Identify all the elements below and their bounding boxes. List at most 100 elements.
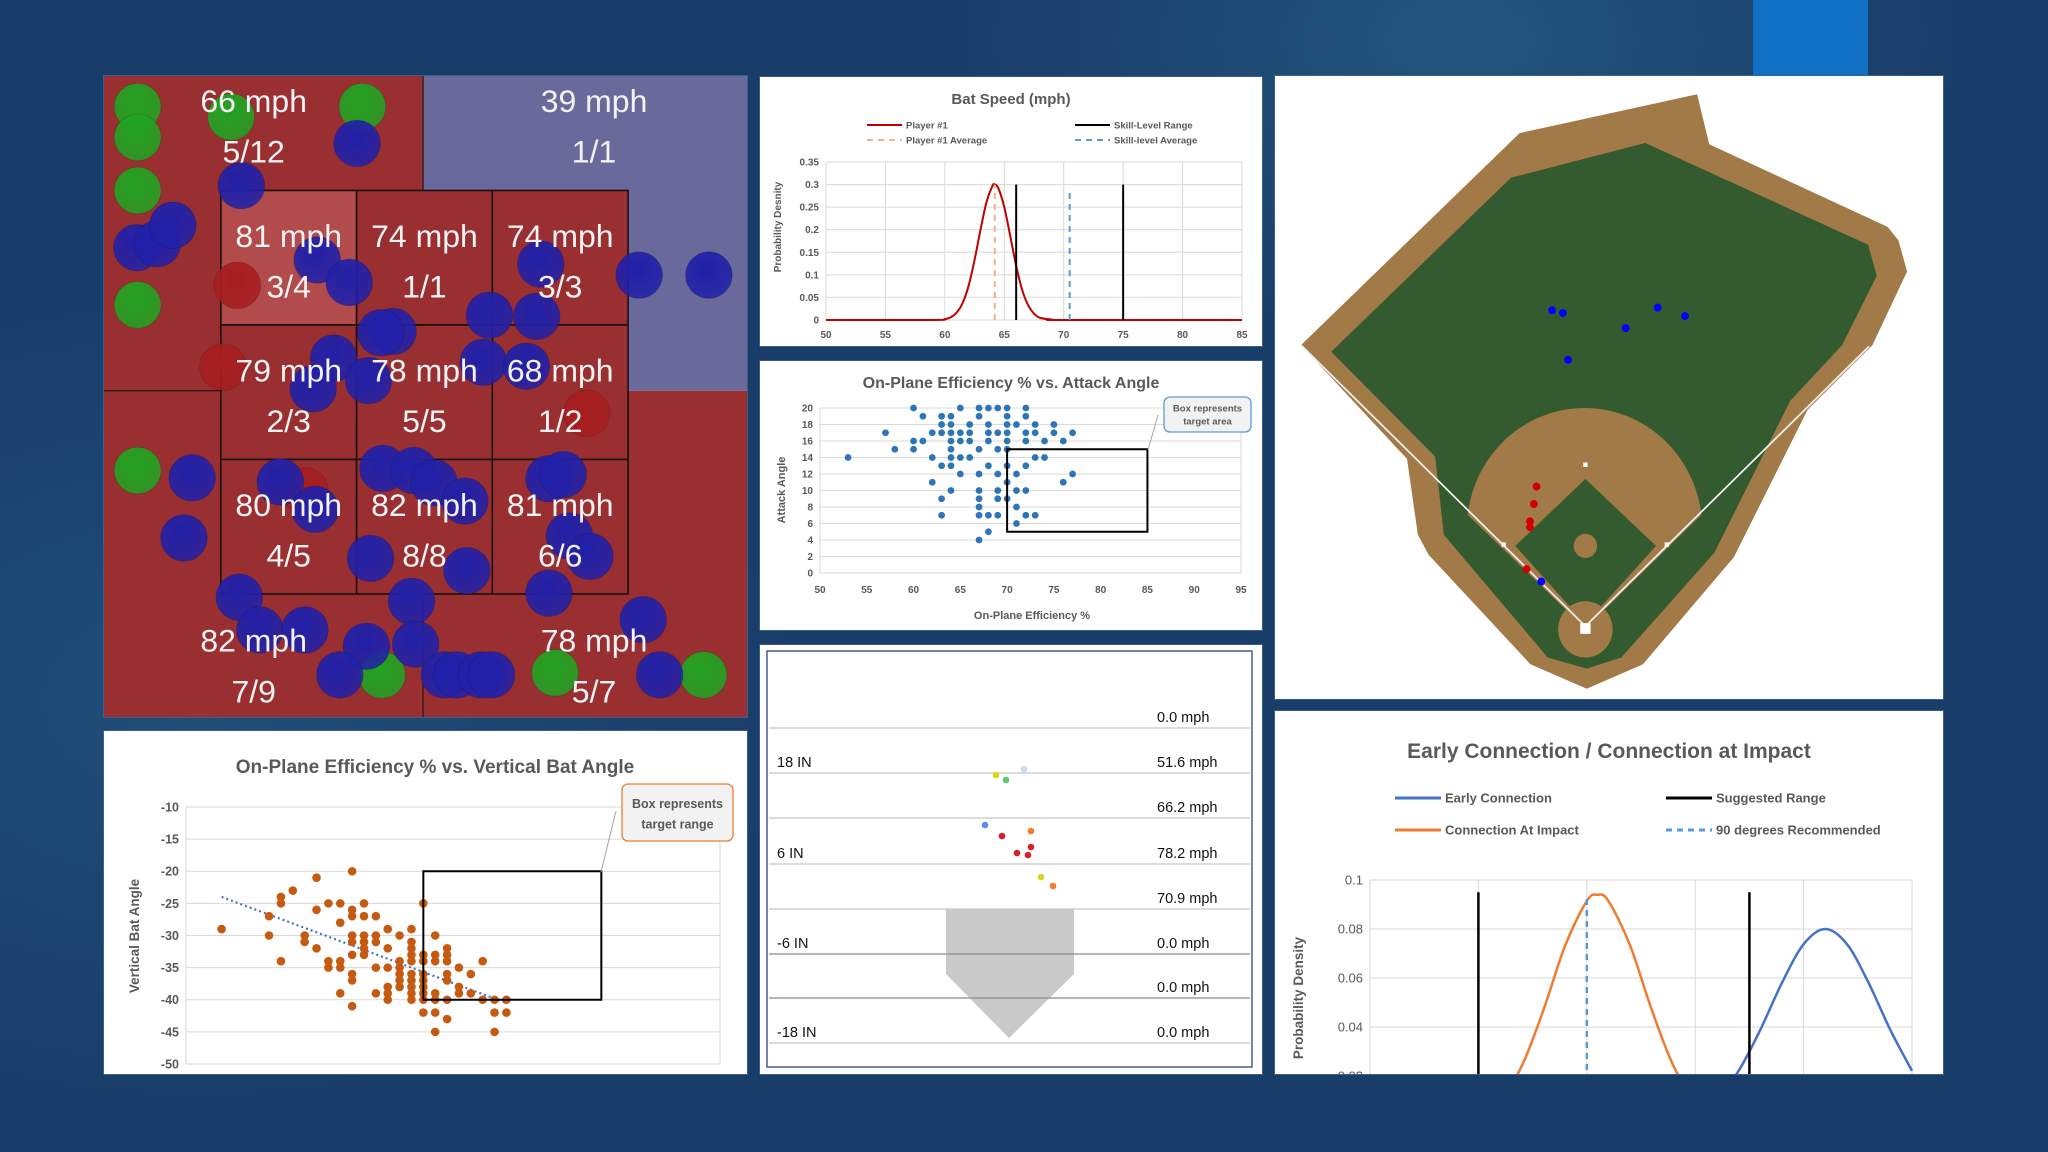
data-point <box>975 503 983 511</box>
cell-ratio-label: 4/5 <box>267 538 311 574</box>
data-point <box>430 989 440 998</box>
cell-ratio-label: 1/1 <box>402 269 446 305</box>
callout-box <box>1163 396 1252 433</box>
chart-title: Early Connection / Connection at Impact <box>1407 740 1811 763</box>
data-point <box>264 931 274 940</box>
data-point <box>994 495 1002 503</box>
zone-speed-label: 66 mph <box>200 83 307 119</box>
bat-path-point <box>1024 851 1032 859</box>
batted-ball-out <box>1537 577 1546 586</box>
data-point <box>407 944 416 953</box>
cell-speed-label: 79 mph <box>235 352 342 388</box>
data-point <box>407 982 416 992</box>
y-tick-label: -10 <box>161 800 179 814</box>
data-point <box>938 462 946 470</box>
data-point <box>1013 470 1020 478</box>
data-point <box>919 437 927 445</box>
data-point <box>956 454 964 461</box>
data-point <box>442 976 452 985</box>
bat-path-point <box>1049 882 1057 890</box>
y-tick-label: 0 <box>807 569 813 580</box>
data-point <box>975 495 983 503</box>
pitch-ball-blue <box>391 620 440 668</box>
pitch-ball-blue <box>619 595 668 644</box>
data-point <box>1031 511 1039 519</box>
speed-label: 78.2 mph <box>1157 846 1217 862</box>
zone-ratio-label: 5/12 <box>223 134 285 170</box>
bat-path-point <box>1002 776 1010 784</box>
outfield-grass <box>1331 142 1877 669</box>
callout-text: target range <box>641 817 713 831</box>
data-point <box>1031 421 1039 428</box>
cell-speed-label: 68 mph <box>507 352 614 388</box>
data-point <box>454 963 464 972</box>
y-tick-label: -45 <box>161 1025 179 1039</box>
legend-label: 90 degrees Recommended <box>1716 823 1881 838</box>
speed-label: 66.2 mph <box>1157 800 1217 816</box>
pitch-ball-red <box>213 261 262 310</box>
pitch-ball-red <box>199 343 247 391</box>
data-point <box>919 412 927 420</box>
data-point <box>1003 421 1011 428</box>
x-tick-label: 70 <box>1058 330 1070 341</box>
y-tick-label: 0.35 <box>800 158 820 169</box>
data-point <box>975 470 983 478</box>
data-point <box>442 950 452 960</box>
pitch-ball-blue <box>256 458 305 506</box>
data-point <box>383 995 393 1005</box>
pitch-ball-blue <box>467 651 516 699</box>
pitch-ball-blue <box>615 251 663 299</box>
data-point <box>407 995 416 1005</box>
batted-ball-out <box>1681 312 1689 321</box>
data-point <box>928 429 936 437</box>
y-tick-label: -50 <box>161 1057 179 1071</box>
accent-block <box>1753 0 1868 76</box>
data-point <box>985 429 992 437</box>
pitch-ball-blue <box>333 119 381 168</box>
bat-path-point <box>1020 765 1028 773</box>
x-tick-label: 55 <box>880 330 892 341</box>
data-point <box>928 454 936 461</box>
data-point <box>947 445 955 453</box>
data-point <box>359 911 369 921</box>
foul-line-right <box>1584 345 1870 627</box>
data-point <box>347 969 357 979</box>
x-tick-label: 60 <box>908 585 920 596</box>
data-point <box>985 437 992 445</box>
data-point <box>395 982 404 992</box>
data-point <box>985 511 992 519</box>
x-axis-label: On-Plane Efficiency % <box>974 610 1090 622</box>
batted-ball-out <box>1653 303 1662 312</box>
batted-ball-hit <box>1526 517 1534 526</box>
data-point <box>383 963 393 972</box>
data-point <box>985 462 992 470</box>
data-point <box>1013 421 1020 428</box>
data-point <box>407 989 416 998</box>
data-point <box>478 956 487 966</box>
data-point <box>442 1014 452 1024</box>
data-point <box>347 937 357 947</box>
data-point <box>466 989 476 998</box>
legend-label: Skill-level Average <box>1114 135 1197 146</box>
data-point <box>430 950 440 960</box>
y-axis-label: Probability Desnity <box>773 181 784 272</box>
data-point <box>312 905 321 915</box>
data-point <box>947 487 955 494</box>
data-point <box>312 944 321 953</box>
home-plate <box>1580 623 1591 634</box>
strike-zone-heatmap: 66 mph 5/12 39 mph 1/1 82 mph 7/9 78 mph 5/7 81 … <box>104 76 747 717</box>
pitch-ball-green <box>113 446 162 495</box>
legend-label: Connection At Impact <box>1445 823 1580 838</box>
data-point <box>383 982 393 992</box>
bat-path-point <box>1013 849 1021 857</box>
x-tick-label: 65 <box>955 585 967 596</box>
data-point <box>966 454 974 461</box>
data-point <box>994 487 1002 494</box>
x-tick-label: 85 <box>1236 330 1248 341</box>
data-point <box>371 963 381 972</box>
zone-speed-label: 78 mph <box>541 623 648 659</box>
data-point <box>1022 487 1030 494</box>
series-line-1 <box>1735 927 1914 1074</box>
speed-label: 0.0 mph <box>1157 936 1209 952</box>
data-point <box>490 1027 499 1037</box>
